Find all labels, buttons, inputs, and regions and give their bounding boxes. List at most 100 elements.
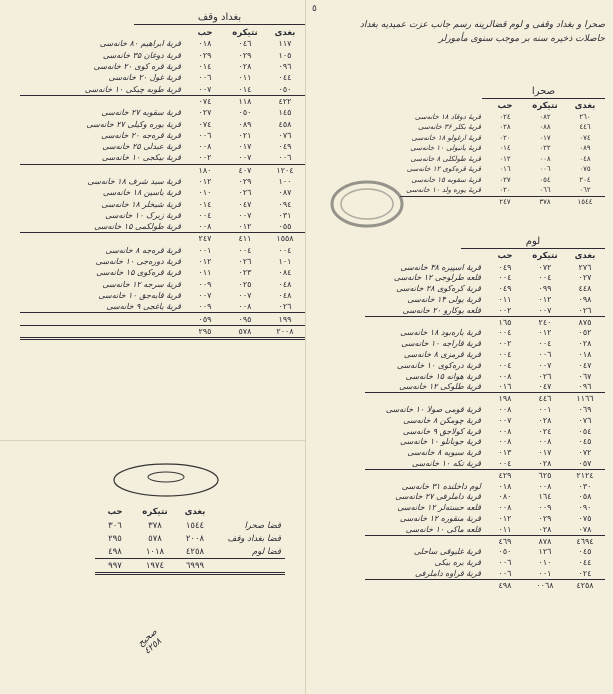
ledger-row: قریهٔ دوره‌جی ۱۰ خانه‌سی ٠١٢ ٠٢٦ ١٠١: [20, 256, 305, 267]
amount: ٠٥٥: [278, 222, 292, 232]
village-label: قریهٔ طولکلی ۸ خانه‌سی: [410, 154, 481, 163]
amount: ٠٠٤: [498, 350, 512, 360]
village-label: قریهٔ شیخلر ۱۸ خانه‌سی: [101, 199, 181, 209]
village-label: قلعه یوکارو ۲۰ خانه‌سی: [402, 305, 481, 315]
section-title: لوم: [461, 236, 605, 249]
village-label: قریهٔ ابراهیم ۸۰ خانه‌سی: [99, 39, 181, 49]
lom-ledger: لوم حب نتیکره بغدی قریهٔ اسپیره ۳۸ خانه‌سی ٠٤…: [365, 236, 605, 591]
amount: ٠٤٧: [538, 382, 552, 392]
ledger-row: قریهٔ بیکجی ۱۰ خانه‌سی ٠٠٢ ٠٠٧ ٠٠٦: [20, 152, 305, 163]
amount: ١٦٤: [538, 492, 552, 502]
ledger-row: قریهٔ کولاجق ۹ خانه‌سی ٠٠٨ ٠٢٤ ٠٥٤: [365, 426, 605, 437]
ledger-row: قریهٔ کره‌کوی ۲۸ خانه‌سی ٠٤٩ ٠٩٩ ٤٤٨: [365, 283, 605, 294]
amount: ٤٦٩٤: [576, 536, 594, 546]
amount: ٤٤٨: [578, 284, 592, 294]
subtotal-row: ١٨٠ ٤٠٧ ١٢٠٤: [20, 163, 305, 176]
amount: ٠١٢: [198, 177, 212, 186]
amount: ٤٩٨: [498, 580, 512, 590]
village-label: قریهٔ بکلر ۳۶ خانه‌سی: [418, 123, 481, 132]
village-label: قریهٔ غلیوقی ساحلی: [413, 547, 481, 557]
amount: ٠١٤: [198, 199, 212, 209]
village-label: قریهٔ طولکمی ۱۵ خانه‌سی: [94, 222, 181, 232]
village-label: قریهٔ جوبانلو ۱۰ خانه‌سی: [400, 437, 481, 447]
amount: ٠١٨: [198, 39, 212, 49]
amount: ٠١١: [238, 73, 252, 83]
ledger-row: قریهٔ دوقاد ۱۸ خانه‌سی ٠٢٤ ٠٨٢ ٢٦٠: [400, 112, 605, 123]
ledger-row: قریهٔ سرجه ۱۲ خانه‌سی ٠٠٩ ٠٢٥ ٠٤٨: [20, 279, 305, 290]
amount: ٠٥٧: [578, 459, 592, 469]
ledger-row: قریهٔ تکه ۱۰ خانه‌سی ٠٠٤ ٠٢٨ ٠٥٧: [365, 458, 605, 469]
ledger-row: قریهٔ قره‌کوی ۱۵ خانه‌سی ٠١١ ٠٢٣ ٠٨٤: [20, 267, 305, 278]
amount: ١٢٠٤: [276, 165, 294, 175]
amount: ٠٩٠: [578, 503, 592, 513]
amount: ٠٠٨: [498, 371, 512, 381]
amount: ٢٠٤: [579, 175, 591, 184]
amount: ٢١٢٤: [576, 470, 594, 480]
amount: ٠٩٦: [578, 382, 592, 392]
ledger-row: قلعه ماکی ۱۰ خانه‌سی ٠١١ ٠٢٨ ٠٧٨: [365, 524, 605, 535]
amount: ٠٩٥: [238, 314, 252, 324]
amount: ٠٠٧: [198, 290, 212, 300]
district-label: قضا لوم: [252, 546, 281, 557]
amount: ٠٢٩: [538, 514, 552, 524]
amount: ٤٢٩: [498, 470, 512, 480]
amount: ٠٢٨: [238, 62, 252, 72]
amount: ٠٩٩: [538, 284, 552, 294]
village-label: قریهٔ یاغجی ۹ خانه‌سی: [106, 302, 181, 312]
amount: ٠٤٨: [278, 279, 292, 289]
amount: ٠٠٨: [539, 154, 551, 163]
amount: نتیکره: [142, 507, 168, 517]
ledger-row: قریهٔ قره‌جه ۲۰ خانه‌سی ٠٠٦ ٠٢١ ٠٧٦: [20, 130, 305, 141]
ledger-row: قریهٔ قایه‌جق ۱۰ خانه‌سی ٠٠٧ ٠٠٧ ٠٤٨: [20, 290, 305, 301]
amount: ٠١٢: [498, 514, 512, 524]
amount: ٠٠٤: [498, 328, 512, 338]
amount: ٠٥٩: [198, 314, 212, 324]
amount: ٠٢٦: [278, 302, 292, 312]
amount: ٠٧٤: [198, 119, 212, 129]
amount: ٠٠١: [538, 569, 552, 578]
amount: ٠٠٤: [498, 459, 512, 469]
amount: ٠٤٩: [498, 262, 512, 272]
amount: ١٨٠: [198, 165, 212, 175]
amount: ٠٠٩: [538, 503, 552, 513]
amount: ٠٠٤: [498, 360, 512, 370]
ledger-row: قریهٔ غلیوقی ساحلی ٠٥٠ ١٢٦ ٠٤٥: [365, 547, 605, 558]
left-ledger: بغداد وقف حب نتیکره بغدی قریهٔ ابراهیم ۸۰ خا…: [20, 12, 305, 341]
ledger-row: قریهٔ قومی صولا ۱۰ خانه‌سی ٠٠٨ ٠٠١ ٠٦٩: [365, 404, 605, 415]
amount: ٣٧٨: [148, 520, 162, 531]
ledger-row: قلعه یوکارو ۲۰ خانه‌سی ٠٠٢ ٠٠٧ ٠٢٦: [365, 305, 605, 316]
ledger-row: قریهٔ اسپیره ۳۸ خانه‌سی ٠٤٩ ٠٧٢ ٢٧٦: [365, 262, 605, 273]
amount: ٠٠٦: [498, 569, 512, 578]
amount: ١٩٩: [278, 314, 292, 324]
amount: ١٠١٨: [145, 546, 165, 557]
village-label: قریهٔ قایه‌جق ۱۰ خانه‌سی: [98, 290, 181, 300]
village-label: قلعه طرلوجی ۱۲ خانه‌سی: [393, 273, 481, 283]
subtotal-row: ٤٢٩ ٦٢٥ ٢١٢٤: [365, 468, 605, 481]
header-line: حاصلات ذخیره سنه بر موجب سنوی مأمورلر: [438, 34, 605, 44]
amount: ٠٥٢: [578, 328, 592, 338]
ledger-row: قریهٔ طولکلی ۸ خانه‌سی ٠١٢ ٠٠٨ ٠٤٨: [400, 154, 605, 165]
amount: ٠٧٦: [578, 415, 592, 425]
amount: ٨٧٨: [538, 536, 552, 546]
amount: ٠١٢: [198, 257, 212, 267]
village-label: قریهٔ داملرفی ۲۷ خانه‌سی: [395, 492, 481, 502]
ledger-row: قریهٔ چومکن ۸ خانه‌سی ٠٠٧ ٠٢٨ ٠٧٦: [365, 415, 605, 426]
village-label: قریهٔ دوغان ۳۵ خانه‌سی: [102, 50, 181, 60]
amount: ٠٢٥: [238, 279, 252, 289]
ledger-row: قریهٔ دوغان ۳۵ خانه‌سی ٠٢٩ ٠٢٩ ١٠٥: [20, 50, 305, 61]
ledger-row: قریهٔ قرمزی ۸ خانه‌سی ٠٠٤ ٠٠٦ ٠١٨: [365, 349, 605, 360]
ledger-row: قریهٔ یوره ولد ۱۰ خانه‌سی ٠٢٠ ٠٦٦ ٠٦٢: [400, 185, 605, 196]
amount: ٠٥٤: [578, 426, 592, 436]
ornament: [113, 463, 219, 497]
amount: ٠٩٤: [278, 199, 292, 209]
village-label: قریهٔ طوبه چیکی ۱۰ خانه‌سی: [84, 84, 181, 94]
ledger-row: قریهٔ طولکمی ۱۵ خانه‌سی ٠٠٨ ٠١٢ ٠٥٥: [20, 221, 305, 232]
amount: ٠٤٩: [498, 284, 512, 294]
amount: ٠٣٠: [578, 481, 592, 491]
summary-row: ٣٠٦ ٣٧٨ ١٥٤٤ قضا صحرا: [95, 519, 285, 532]
amount: ٠٦٩: [578, 405, 592, 415]
amount: ٠٠٨: [198, 222, 212, 232]
subtotal-row: ٠٥٩ ٠٩٥ ١٩٩: [20, 312, 305, 324]
amount: ٠١١: [498, 524, 512, 534]
